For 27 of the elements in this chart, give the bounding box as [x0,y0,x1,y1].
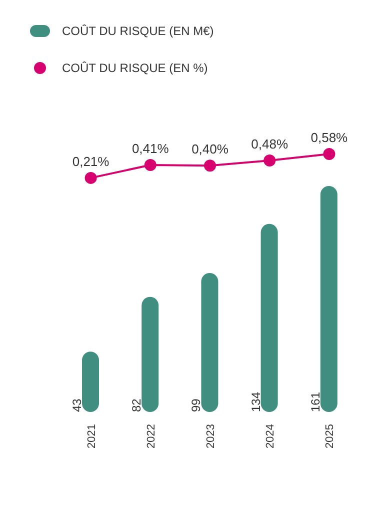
data-label: 134 [248,392,263,412]
bar [142,296,159,412]
bar [82,352,99,412]
data-label: 0,41% [132,140,170,156]
point [204,160,216,172]
bar [260,224,278,412]
data-label: 99 [189,398,204,412]
point [323,148,336,160]
data-label: 82 [130,398,144,412]
x-tick-label: 2022 [145,424,158,448]
data-label: 0,48% [251,136,288,152]
data-label: 0,21% [72,154,110,169]
legend-label: COÛT DU RISQUE (EN %) [62,60,208,74]
point [264,154,276,166]
data-label: 0,40% [192,142,229,157]
x-tick-label: 2021 [86,424,98,448]
point [84,172,97,184]
bar [201,273,218,412]
point [144,158,156,171]
x-tick-label: 2024 [264,424,277,448]
data-label: 161 [308,392,322,412]
data-label: 43 [70,398,84,412]
x-tick-label: 2025 [324,424,336,448]
x-tick-label: 2023 [205,424,217,448]
legend-label: COÛT DU RISQUE (EN M€) [62,24,214,38]
data-label: 0,58% [310,130,348,145]
bar [320,186,338,412]
